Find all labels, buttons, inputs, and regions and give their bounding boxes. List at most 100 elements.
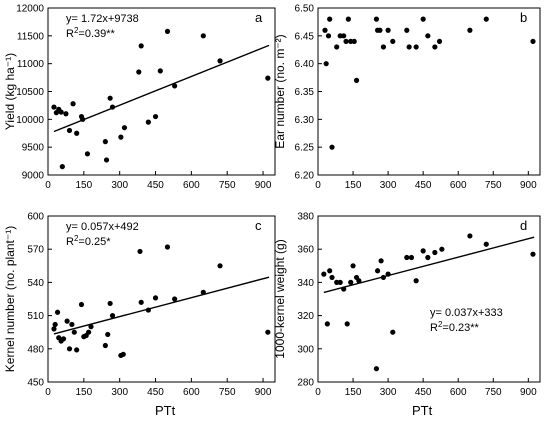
x-tick-label: 900 — [520, 180, 537, 191]
x-tick-label: 450 — [415, 387, 432, 398]
y-tick-label: 12000 — [16, 4, 44, 15]
data-point — [118, 134, 124, 140]
regression-line — [53, 276, 270, 335]
data-point — [200, 289, 206, 295]
panel-d: 0 150 300 450 600 750 900 280 300 320 340 360 380 100… — [273, 212, 541, 398]
y-tick-label: 9000 — [22, 171, 45, 182]
panel-letter: a — [255, 10, 263, 25]
y-axis-title: Ear number (no. m⁻²) — [273, 34, 287, 148]
data-point — [265, 75, 271, 81]
data-point — [86, 329, 92, 335]
data-point — [69, 321, 75, 328]
data-point — [107, 300, 113, 307]
data-point — [467, 27, 473, 33]
data-point — [51, 326, 57, 332]
data-point — [121, 125, 128, 131]
x-tick-label: 600 — [183, 180, 200, 191]
y-tick-label: 6.40 — [295, 59, 315, 70]
y-tick-label: 280 — [297, 378, 314, 389]
data-point — [385, 27, 391, 33]
data-point — [467, 233, 473, 239]
panel-c: 0 150 300 450 600 750 900 450 480 510 540 570 600 Ker… — [3, 212, 276, 398]
data-point — [152, 113, 159, 120]
x-tick-label: 450 — [147, 180, 164, 191]
x-tick-label: 150 — [345, 387, 362, 398]
data-point — [408, 254, 415, 261]
data-point — [66, 346, 73, 352]
data-point — [78, 301, 85, 308]
r-squared: R2=0.23** — [430, 320, 480, 334]
y-tick-label: 9500 — [22, 143, 45, 154]
data-point — [483, 241, 489, 247]
panel-letter: d — [520, 218, 527, 233]
data-point — [327, 268, 333, 274]
y-tick-label: 11000 — [17, 59, 45, 70]
y-tick-label: 6.50 — [295, 4, 315, 15]
y-tick-label: 540 — [27, 278, 44, 289]
data-point — [334, 44, 340, 50]
y-tick-label: 10500 — [16, 87, 44, 98]
data-point — [420, 248, 426, 254]
x-tick-label: 150 — [75, 180, 92, 191]
data-point — [152, 295, 159, 301]
x-tick-label: 300 — [380, 180, 397, 191]
y-tick-label: 570 — [27, 245, 44, 256]
x-tick-label: 600 — [183, 387, 200, 398]
data-point — [60, 336, 67, 342]
y-tick-label: 300 — [297, 344, 314, 355]
data-point — [88, 324, 94, 330]
data-point — [329, 274, 335, 281]
data-point — [145, 119, 151, 125]
x-tick-label: 450 — [147, 387, 164, 398]
data-point — [374, 268, 381, 274]
data-point — [66, 127, 73, 134]
data-point — [102, 342, 108, 349]
data-point — [265, 329, 271, 335]
x-tick-label: 600 — [450, 387, 467, 398]
data-point — [404, 254, 410, 261]
plot-frame — [47, 215, 276, 383]
data-point — [327, 16, 333, 22]
data-point — [138, 43, 144, 49]
y-tick-label: 380 — [297, 212, 314, 223]
data-point — [432, 44, 438, 50]
data-point — [530, 251, 536, 257]
x-tick-label: 750 — [219, 180, 236, 191]
plot-frame — [317, 7, 541, 176]
x-tick-label: 900 — [520, 387, 537, 398]
data-point — [348, 279, 354, 285]
data-point — [436, 38, 443, 45]
data-point — [200, 33, 206, 39]
y-tick-label: 10000 — [16, 115, 44, 126]
data-point — [390, 38, 396, 45]
x-tick-label: 0 — [315, 180, 321, 191]
data-point — [138, 299, 144, 305]
data-point — [404, 27, 410, 33]
data-point — [145, 307, 151, 313]
data-point — [52, 321, 58, 328]
panel-letter: c — [255, 218, 262, 233]
data-point — [137, 248, 143, 255]
data-point — [378, 258, 384, 264]
data-point — [406, 44, 412, 50]
data-point — [385, 271, 391, 277]
data-point — [351, 38, 357, 45]
x-tick-label: 150 — [75, 387, 92, 398]
data-point — [324, 321, 330, 327]
data-point — [344, 321, 350, 327]
x-tick-label: 300 — [380, 387, 397, 398]
x-tick-label: 150 — [345, 180, 362, 191]
y-tick-label: 510 — [27, 311, 44, 322]
y-tick-label: 360 — [297, 245, 314, 256]
panel-b: 0 150 300 450 600 750 900 6.20 6.25 6.30 6.35 6.40 6… — [273, 4, 541, 191]
data-point — [380, 274, 387, 281]
data-point — [353, 77, 360, 83]
y-tick-label: 6.35 — [295, 87, 315, 98]
data-point — [345, 16, 351, 22]
data-point — [102, 139, 108, 145]
panel-a: 0 150 300 450 600 750 900 9000 9500 10000 10500 110… — [3, 4, 276, 191]
plot-frame — [317, 215, 541, 383]
data-point — [63, 111, 69, 117]
y-axis-title: Yield (kg ha⁻¹) — [3, 53, 17, 130]
